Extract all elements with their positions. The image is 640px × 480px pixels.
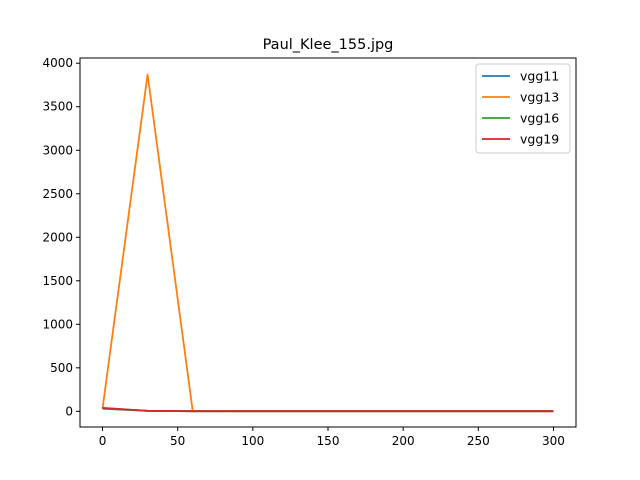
x-tick-label: 100 [241,434,264,448]
legend-label-vgg16: vgg16 [520,111,559,126]
x-tick-label: 50 [170,434,185,448]
legend-label-vgg13: vgg13 [520,90,559,105]
y-tick-label: 2000 [42,230,73,244]
x-tick-label: 150 [317,434,340,448]
y-tick-label: 3500 [42,100,73,114]
x-tick-label: 200 [392,434,415,448]
legend-label-vgg19: vgg19 [520,132,559,147]
y-tick-label: 1000 [42,317,73,331]
legend-box [475,63,571,154]
y-tick-label: 2500 [42,187,73,201]
legend-label-vgg11: vgg11 [520,69,559,84]
x-tick-label: 250 [467,434,490,448]
y-axis: 0 500 1000 1500 2000 2500 3000 3500 4000 [42,56,80,418]
y-tick-label: 3000 [42,143,73,157]
chart-title: Paul_Klee_155.jpg [263,37,394,53]
legend: vgg11 vgg13 vgg16 vgg19 [475,63,571,154]
x-axis: 0 50 100 150 200 250 300 [99,427,565,448]
x-tick-label: 300 [542,434,565,448]
y-tick-label: 500 [50,361,73,375]
series-line-vgg19 [102,407,554,413]
y-tick-label: 4000 [42,56,73,70]
x-tick-label: 0 [99,434,107,448]
y-tick-label: 1500 [42,274,73,288]
plot-area [101,73,554,413]
y-tick-label: 0 [65,404,73,418]
